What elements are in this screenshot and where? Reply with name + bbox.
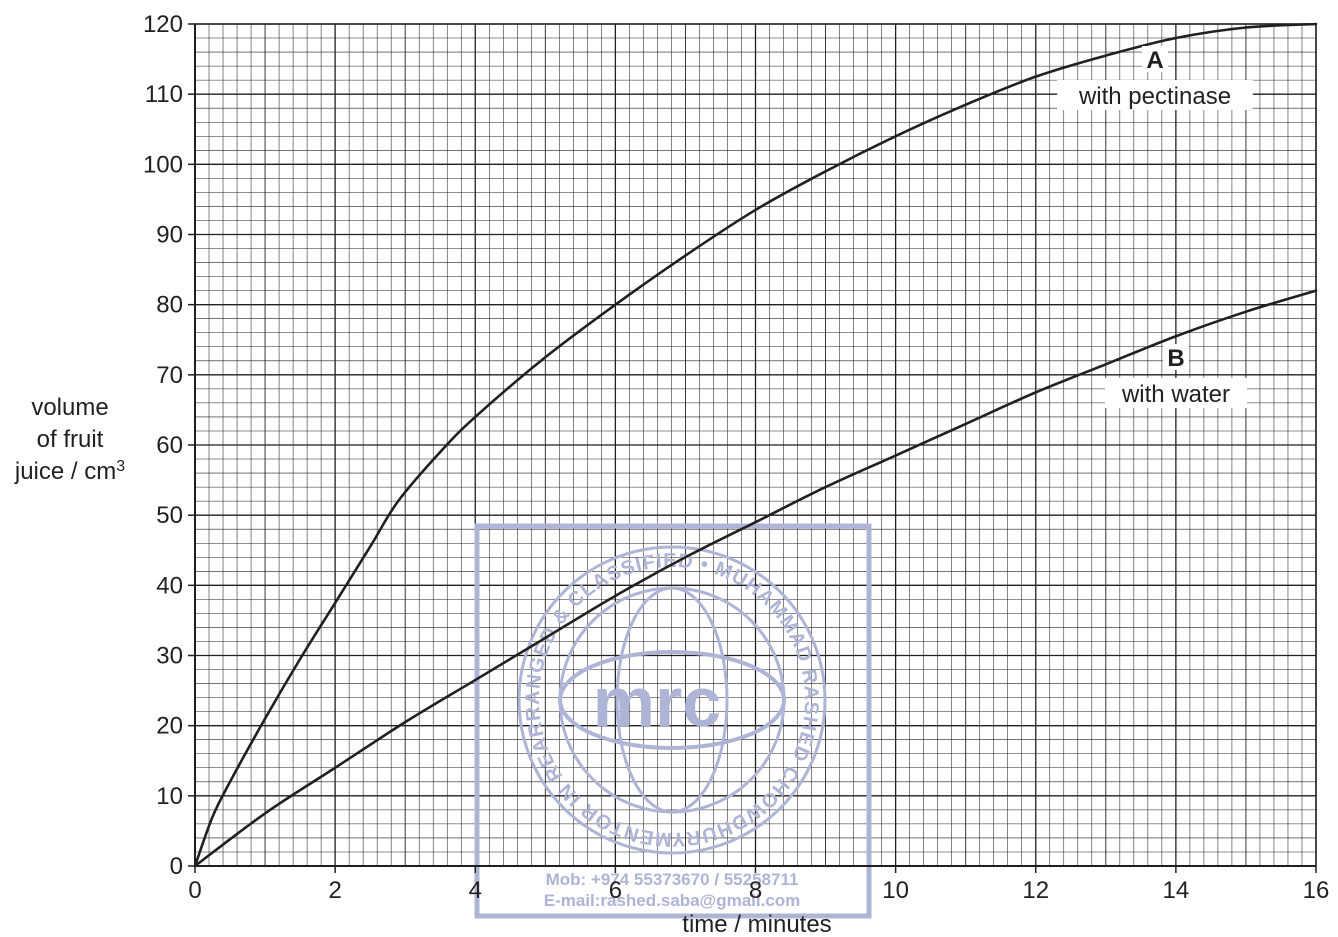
y-tick-label: 70 [156, 362, 183, 389]
y-axis-label: volume of fruit juice / cm3 [14, 394, 125, 485]
watermark-globe-meridian [615, 586, 729, 814]
y-tick-label: 100 [143, 151, 183, 178]
axes [188, 23, 1317, 873]
x-tick-label: 4 [469, 877, 482, 904]
watermark-outer-ring [517, 545, 827, 855]
watermark-frame [474, 523, 872, 919]
series-name: with water [1121, 381, 1230, 408]
series-desc-box [1105, 378, 1247, 408]
x-tick-label: 0 [188, 877, 201, 904]
y-axis-label-line: volume [31, 394, 108, 421]
y-axis-label-line: juice / cm3 [14, 458, 125, 486]
x-tick-label: 6 [609, 877, 622, 904]
y-tick-label: 20 [156, 713, 183, 740]
x-tick-label: 8 [749, 877, 762, 904]
series-name: with pectinase [1078, 83, 1231, 110]
watermark-logo: mrc [593, 663, 721, 741]
x-tick-label: 14 [1163, 877, 1190, 904]
y-tick-label: 40 [156, 572, 183, 599]
y-tick-label: 90 [156, 222, 183, 249]
series-letter: A [1146, 47, 1163, 74]
y-tick-label: 120 [143, 11, 183, 38]
y-tick-label: 80 [156, 292, 183, 319]
x-tick-label: 10 [882, 877, 909, 904]
series-letter: B [1167, 345, 1184, 372]
series-line-b [193, 289, 1318, 868]
y-tick-label: 50 [156, 502, 183, 529]
series-line-a [193, 22, 1318, 868]
x-tick-labels: 0 2 4 6 8 10 12 14 16 [188, 877, 1329, 904]
series-desc-box [1057, 80, 1253, 110]
watermark-email: E-mail:rashed.saba@gmail.com [544, 891, 801, 910]
y-axis-label-line: of fruit [37, 426, 104, 453]
x-axis-label: time / minutes [682, 911, 831, 937]
watermark-mobile: Mob: +974 55373670 / 55258711 [546, 870, 799, 889]
y-tick-label: 30 [156, 643, 183, 670]
y-tick-label: 110 [145, 81, 183, 108]
x-tick-label: 2 [328, 877, 341, 904]
series-lines [193, 22, 1318, 868]
watermark-globe-band [558, 650, 786, 750]
y-tick-labels: 0 10 20 30 40 50 60 70 80 90 100 110 120 [143, 11, 183, 880]
y-tick-label: 10 [156, 783, 183, 810]
y-tick-label: 60 [156, 432, 183, 459]
series-letter-box [1142, 46, 1168, 72]
x-tick-label: 16 [1303, 877, 1330, 904]
y-tick-label: 0 [170, 853, 183, 880]
x-tick-label: 12 [1022, 877, 1049, 904]
series-letter-box [1163, 344, 1189, 370]
